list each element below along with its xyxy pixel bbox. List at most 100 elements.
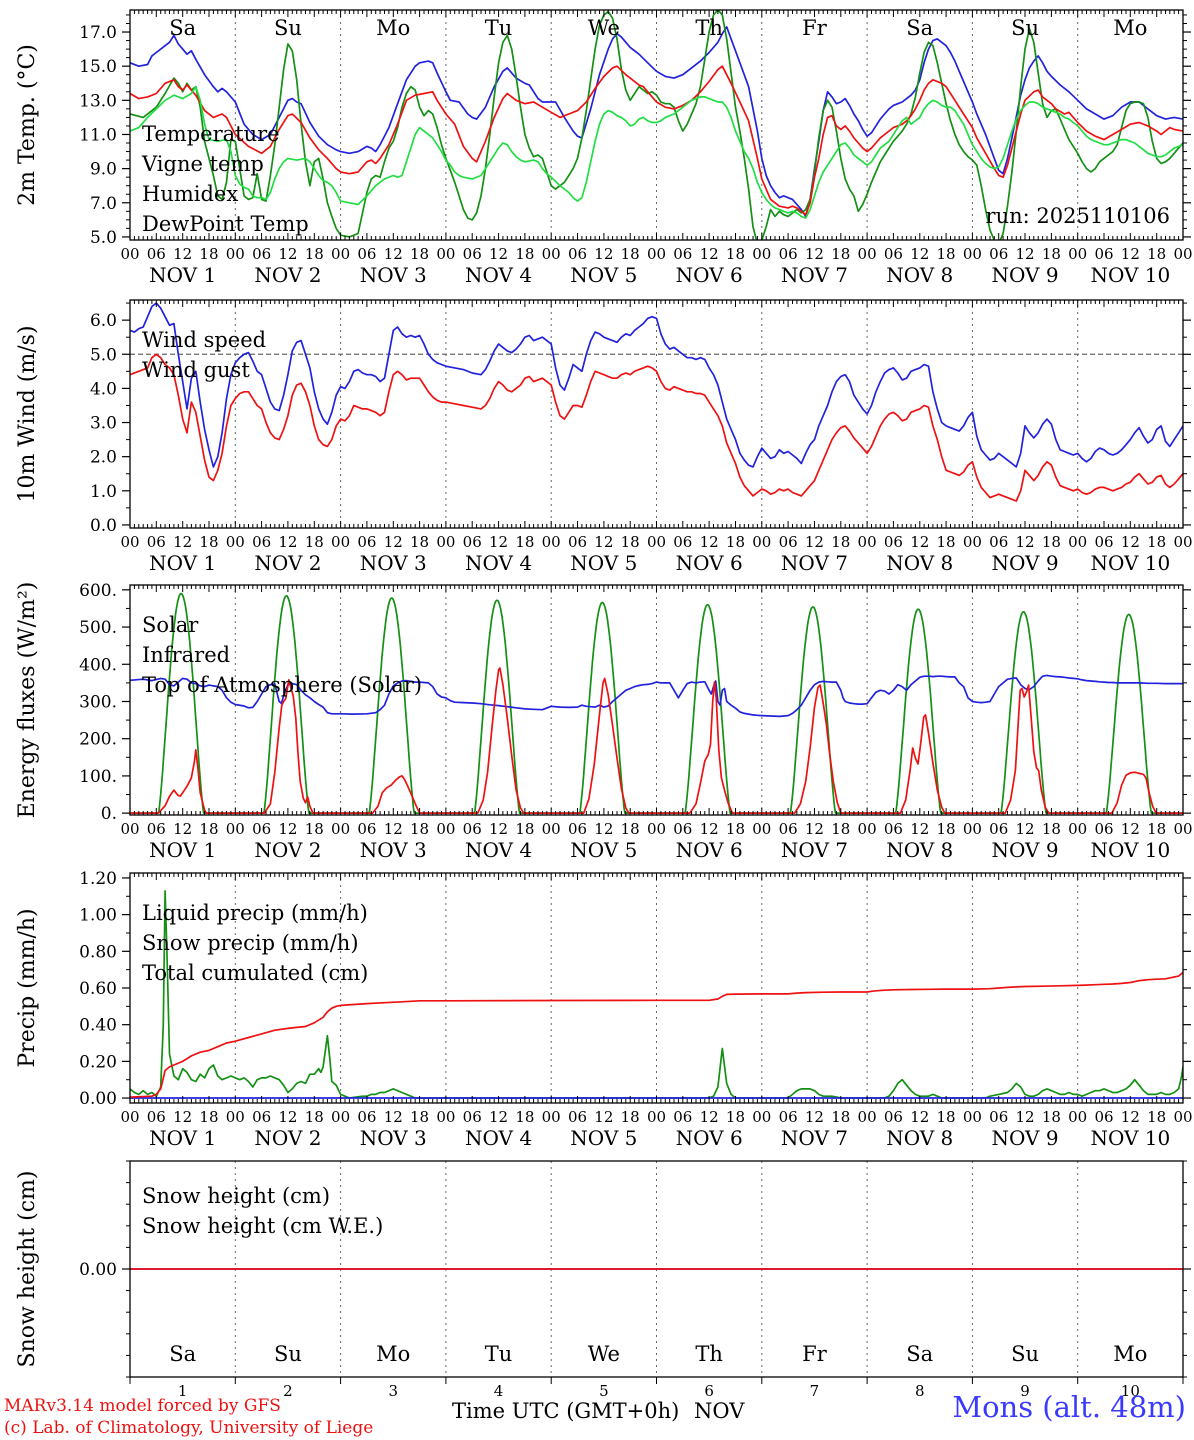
- svg-text:00: 00: [963, 1108, 982, 1126]
- svg-text:1.20: 1.20: [79, 869, 117, 889]
- svg-text:12: 12: [594, 533, 613, 551]
- svg-text:NOV 5: NOV 5: [570, 838, 637, 862]
- svg-text:12: 12: [173, 245, 192, 263]
- svg-text:00: 00: [226, 245, 245, 263]
- month-label: NOV: [694, 1399, 745, 1423]
- svg-text:300.: 300.: [79, 692, 117, 712]
- svg-text:NOV 6: NOV 6: [676, 551, 743, 575]
- svg-text:06: 06: [147, 820, 166, 838]
- svg-text:00: 00: [331, 820, 350, 838]
- svg-text:Sa: Sa: [169, 1342, 196, 1366]
- top-of-atmosphere-solar-series: [130, 592, 1183, 814]
- svg-text:18: 18: [515, 245, 534, 263]
- svg-text:8: 8: [915, 1382, 925, 1400]
- svg-text:06: 06: [568, 245, 587, 263]
- svg-text:12: 12: [384, 820, 403, 838]
- svg-text:18: 18: [937, 1108, 956, 1126]
- svg-text:00: 00: [436, 533, 455, 551]
- svg-text:06: 06: [568, 820, 587, 838]
- svg-text:00: 00: [752, 820, 771, 838]
- run-timestamp: run: 2025110106: [985, 204, 1170, 228]
- svg-text:18: 18: [410, 533, 429, 551]
- solar-series: [130, 667, 1183, 814]
- svg-text:NOV 2: NOV 2: [254, 838, 321, 862]
- model-credit: MARv3.14 model forced by GFS: [4, 1396, 281, 1416]
- svg-text:12: 12: [1121, 820, 1140, 838]
- svg-text:Su: Su: [1011, 1342, 1039, 1366]
- svg-text:11.0: 11.0: [79, 125, 117, 145]
- svg-text:Total cumulated (cm): Total cumulated (cm): [142, 961, 368, 985]
- svg-text:1.00: 1.00: [79, 906, 117, 926]
- svg-text:12: 12: [489, 820, 508, 838]
- svg-text:Su: Su: [1011, 16, 1039, 40]
- svg-text:00: 00: [647, 245, 666, 263]
- svg-text:06: 06: [779, 1108, 798, 1126]
- svg-text:00: 00: [331, 245, 350, 263]
- svg-text:12: 12: [173, 533, 192, 551]
- svg-text:18: 18: [1042, 245, 1061, 263]
- svg-text:00: 00: [963, 245, 982, 263]
- svg-text:12: 12: [1121, 533, 1140, 551]
- svg-text:Su: Su: [274, 16, 302, 40]
- svg-text:Th: Th: [695, 1342, 723, 1366]
- liquid-precip-series: [130, 889, 1183, 1099]
- svg-text:7.0: 7.0: [90, 194, 117, 214]
- svg-text:NOV 7: NOV 7: [781, 838, 848, 862]
- svg-text:2: 2: [283, 1382, 293, 1400]
- svg-text:06: 06: [779, 820, 798, 838]
- y-axis-title-temperature: 2m Temp. (°C): [15, 44, 40, 206]
- svg-text:00: 00: [647, 533, 666, 551]
- svg-text:12: 12: [384, 1108, 403, 1126]
- svg-text:00: 00: [436, 820, 455, 838]
- svg-text:12: 12: [594, 1108, 613, 1126]
- svg-text:12: 12: [700, 245, 719, 263]
- svg-text:NOV 8: NOV 8: [886, 1126, 953, 1150]
- svg-text:00: 00: [858, 245, 877, 263]
- svg-text:Liquid precip (mm/h): Liquid precip (mm/h): [142, 901, 368, 925]
- svg-text:400.: 400.: [79, 655, 117, 675]
- svg-text:06: 06: [779, 245, 798, 263]
- svg-text:3: 3: [388, 1382, 398, 1400]
- svg-text:00: 00: [752, 533, 771, 551]
- svg-text:00: 00: [858, 820, 877, 838]
- svg-text:06: 06: [989, 1108, 1008, 1126]
- svg-text:18: 18: [199, 245, 218, 263]
- svg-text:NOV 9: NOV 9: [992, 551, 1059, 575]
- svg-text:18: 18: [1042, 533, 1061, 551]
- svg-text:NOV 8: NOV 8: [886, 551, 953, 575]
- svg-text:12: 12: [700, 533, 719, 551]
- svg-text:NOV 8: NOV 8: [886, 838, 953, 862]
- wind-panel: 0.0 1.0 2.0 3.0 4.0 5.0 6.0 00 06 12 18 00 06 12 18 00 0…: [90, 299, 1193, 575]
- svg-text:00: 00: [226, 1108, 245, 1126]
- svg-text:NOV 4: NOV 4: [465, 838, 532, 862]
- svg-text:12: 12: [384, 533, 403, 551]
- x-axis-title: Time UTC (GMT+0h): [452, 1399, 680, 1423]
- svg-text:06: 06: [252, 1108, 271, 1126]
- svg-text:NOV 6: NOV 6: [676, 838, 743, 862]
- svg-text:12: 12: [1016, 820, 1035, 838]
- svg-text:0.0: 0.0: [90, 516, 117, 536]
- svg-text:06: 06: [463, 533, 482, 551]
- svg-text:Fr: Fr: [802, 16, 828, 40]
- svg-text:00: 00: [120, 245, 139, 263]
- svg-text:NOV 8: NOV 8: [886, 263, 953, 287]
- svg-text:NOV 7: NOV 7: [781, 1126, 848, 1150]
- svg-text:NOV 9: NOV 9: [992, 1126, 1059, 1150]
- svg-text:NOV 1: NOV 1: [149, 1126, 216, 1150]
- svg-text:18: 18: [831, 533, 850, 551]
- svg-text:NOV 1: NOV 1: [149, 838, 216, 862]
- svg-text:18: 18: [726, 820, 745, 838]
- svg-text:NOV 2: NOV 2: [254, 1126, 321, 1150]
- svg-text:06: 06: [463, 245, 482, 263]
- svg-text:06: 06: [1094, 245, 1113, 263]
- svg-text:00: 00: [1068, 533, 1087, 551]
- y-axis-title-snow: Snow height (cm): [15, 1171, 40, 1368]
- svg-text:06: 06: [463, 820, 482, 838]
- svg-text:06: 06: [357, 1108, 376, 1126]
- svg-text:NOV 9: NOV 9: [992, 838, 1059, 862]
- vigne-temp-series: [130, 10, 1183, 240]
- svg-text:00: 00: [1173, 533, 1192, 551]
- snow-panel: 0.00 Sa Su Mo Tu We Th Fr Sa Su Mo 1 2 3 4 5 6 7 8 9 10 Snow …: [79, 1160, 1191, 1400]
